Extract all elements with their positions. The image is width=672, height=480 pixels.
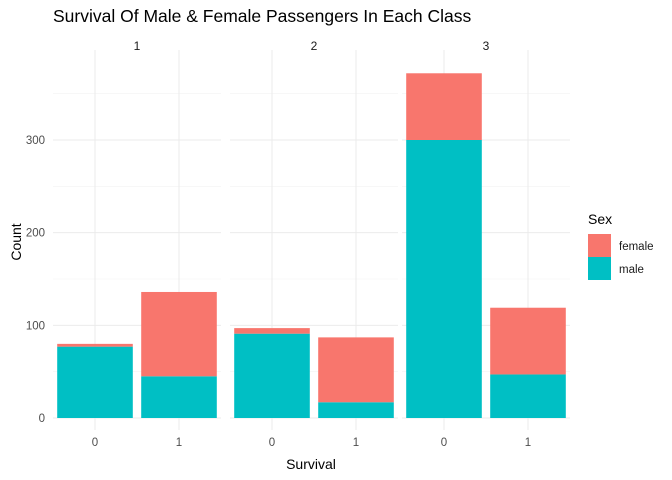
- x-axis-title: Survival: [286, 456, 336, 472]
- bar-female-class1-survival0: [57, 343, 133, 347]
- facet-strip-label: 1: [134, 39, 141, 53]
- bar-male-class3-survival0: [406, 140, 482, 418]
- y-tick-label: 100: [26, 320, 45, 332]
- bar-female-class3-survival0: [406, 73, 482, 140]
- facet-panel-3: 3 0 1: [402, 39, 570, 449]
- x-tick-label: 1: [176, 437, 182, 449]
- facet-panel-1: 1 0 1: [53, 39, 221, 449]
- bar-female-class3-survival1: [490, 307, 566, 375]
- bar-male-class2-survival1: [318, 402, 394, 418]
- legend: Sex female male: [588, 211, 654, 280]
- x-tick-label: 0: [92, 437, 98, 449]
- x-tick-label: 0: [269, 437, 275, 449]
- bar-female-class2-survival1: [318, 337, 394, 403]
- legend-key-male: [588, 257, 611, 280]
- y-tick-label: 0: [39, 413, 45, 425]
- bar-male-class1-survival0: [57, 346, 133, 418]
- legend-label-female: female: [619, 241, 654, 253]
- legend-key-female: [588, 234, 611, 257]
- bar-female-class1-survival1: [141, 291, 217, 377]
- facet-panel-2: 2 0 1: [230, 39, 398, 449]
- bar-male-class1-survival1: [141, 376, 217, 418]
- facet-panels: 1 0 1 2 0 1 3 0 1: [53, 39, 570, 449]
- x-tick-label: 1: [353, 437, 359, 449]
- y-axis: 0 100 200 300: [26, 135, 45, 425]
- legend-label-male: male: [619, 264, 644, 276]
- bar-male-class3-survival1: [490, 374, 566, 418]
- y-tick-label: 300: [26, 135, 45, 147]
- x-tick-label: 0: [441, 437, 447, 449]
- bar-male-class2-survival0: [234, 333, 310, 418]
- legend-title: Sex: [588, 211, 612, 227]
- x-tick-label: 1: [525, 437, 531, 449]
- y-tick-label: 200: [26, 228, 45, 240]
- bar-female-class2-survival0: [234, 328, 310, 334]
- y-axis-title: Count: [8, 223, 24, 260]
- chart-title: Survival Of Male & Female Passengers In …: [53, 6, 471, 26]
- facet-strip-label: 3: [483, 39, 490, 53]
- facet-strip-label: 2: [311, 39, 318, 53]
